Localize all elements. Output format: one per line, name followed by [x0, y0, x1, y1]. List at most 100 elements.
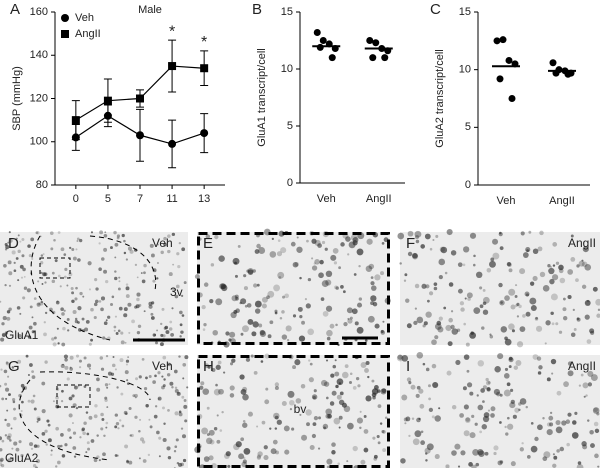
cell-dot: [311, 238, 317, 244]
cell-dot: [331, 450, 336, 455]
cell-dot: [139, 418, 142, 421]
cell-dot: [114, 256, 117, 259]
cell-dot: [79, 366, 82, 369]
cell-dot: [143, 310, 146, 313]
cell-dot: [396, 354, 404, 362]
cell-dot: [114, 454, 118, 457]
cell-dot: [90, 231, 94, 234]
cell-dot: [526, 455, 531, 459]
cell-dot: [356, 248, 364, 256]
cell-dot: [438, 316, 443, 321]
cell-dot: [52, 342, 57, 347]
cell-dot: [13, 269, 17, 273]
cell-dot: [589, 429, 594, 435]
cell-dot: [256, 425, 259, 428]
cell-dot: [582, 246, 589, 253]
cell-dot: [85, 411, 89, 414]
cell-dot: [242, 456, 246, 460]
cell-dot: [66, 318, 70, 321]
cell-dot: [532, 275, 538, 282]
cell-dot: [580, 373, 584, 377]
cell-dot: [6, 409, 9, 412]
cell-dot: [542, 285, 550, 292]
cell-dot: [104, 231, 107, 234]
point: [328, 54, 336, 62]
point: [369, 54, 377, 62]
cell-dot: [426, 443, 434, 451]
cell-dot: [593, 407, 598, 413]
cell-dot: [203, 282, 209, 287]
cell-dot: [343, 321, 348, 327]
cell-dot: [17, 249, 21, 254]
cell-dot: [508, 323, 515, 330]
cell-dot: [99, 230, 104, 235]
cell-dot: [278, 276, 282, 279]
cell-dot: [88, 415, 93, 420]
cell-dot: [313, 389, 317, 393]
cell-dot: [120, 392, 124, 396]
y-tick-label: 80: [36, 179, 48, 191]
cell-dot: [524, 291, 530, 297]
cell-dot: [117, 427, 120, 430]
cell-dot: [134, 263, 138, 267]
cell-dot: [254, 249, 260, 254]
cell-dot: [325, 359, 329, 362]
cell-dot: [99, 356, 104, 360]
cell-dot: [382, 320, 385, 323]
cell-dot: [584, 314, 590, 320]
cell-dot: [327, 413, 332, 419]
cell-dot: [61, 454, 66, 458]
cell-dot: [88, 342, 92, 346]
cell-dot: [30, 447, 34, 450]
cell-dot: [479, 430, 483, 434]
cell-dot: [597, 308, 600, 312]
cell-dot: [549, 411, 553, 415]
cell-dot: [277, 271, 285, 279]
cell-dot: [295, 398, 302, 404]
cell-dot: [318, 272, 324, 279]
cell-dot: [149, 425, 153, 429]
cell-dot: [521, 442, 524, 445]
cell-dot: [179, 335, 182, 338]
legend-marker: [61, 30, 69, 38]
cell-dot: [445, 324, 452, 332]
cell-dot: [551, 372, 554, 375]
cell-dot: [51, 310, 56, 315]
cell-dot: [214, 234, 219, 240]
x-tick-label: 13: [198, 193, 210, 205]
cell-dot: [352, 445, 358, 452]
cell-dot: [330, 254, 337, 261]
cell-dot: [13, 441, 18, 446]
cell-dot: [174, 386, 178, 390]
cell-dot: [64, 267, 68, 271]
cell-dot: [119, 358, 124, 363]
cell-dot: [201, 427, 209, 435]
cell-dot: [399, 262, 402, 265]
cell-dot: [464, 417, 471, 423]
cell-dot: [331, 390, 337, 396]
cell-dot: [297, 306, 303, 312]
cell-dot: [178, 241, 181, 245]
cell-dot: [414, 235, 420, 240]
cell-dot: [242, 420, 246, 423]
cell-dot: [403, 279, 407, 282]
cell-dot: [163, 422, 166, 425]
cell-dot: [39, 235, 42, 238]
cell-dot: [592, 286, 598, 292]
cell-dot: [219, 429, 223, 432]
cell-dot: [50, 449, 53, 452]
cell-dot: [156, 277, 159, 280]
cell-dot: [507, 423, 514, 430]
cell-dot: [90, 307, 94, 312]
cell-dot: [466, 292, 473, 299]
cell-dot: [498, 282, 503, 288]
cell-dot: [356, 326, 364, 334]
cell-dot: [320, 297, 325, 301]
cell-dot: [359, 410, 362, 413]
cell-dot: [256, 243, 261, 249]
cell-dot: [1, 322, 5, 326]
cell-dot: [55, 387, 60, 391]
cell-dot: [1, 333, 6, 338]
cell-dot: [141, 358, 145, 361]
cell-dot: [338, 399, 345, 406]
